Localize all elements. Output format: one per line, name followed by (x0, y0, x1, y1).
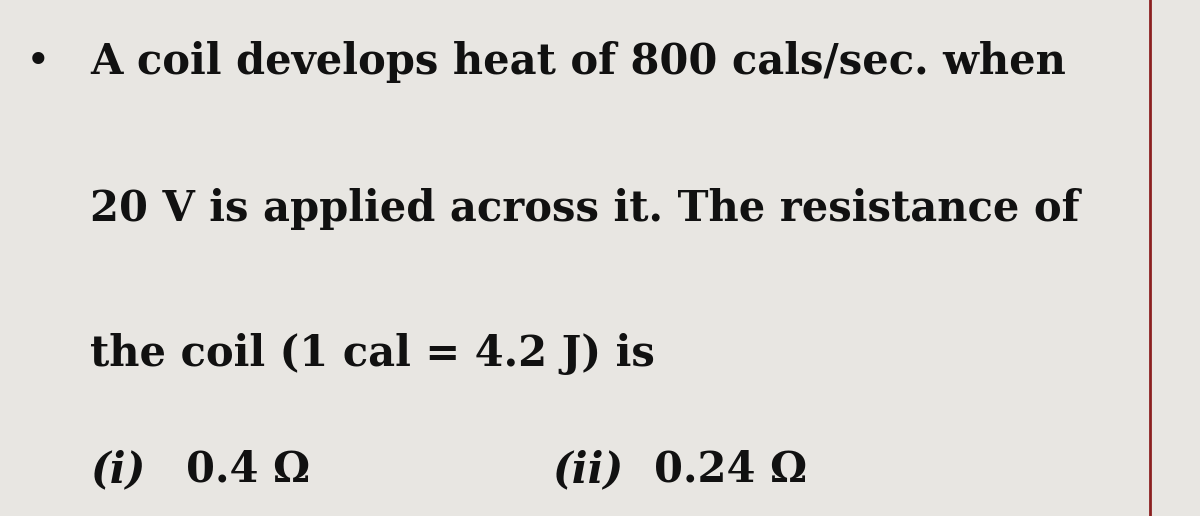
Text: 0.24 Ω: 0.24 Ω (654, 449, 808, 491)
Text: (i): (i) (90, 449, 145, 491)
Text: 20 V is applied across it. The resistance of: 20 V is applied across it. The resistanc… (90, 188, 1080, 230)
Text: 0.4 Ω: 0.4 Ω (186, 449, 310, 491)
Text: •: • (26, 41, 50, 83)
Text: (ii): (ii) (552, 449, 623, 491)
Text: A coil develops heat of 800 cals/sec. when: A coil develops heat of 800 cals/sec. wh… (90, 41, 1066, 83)
Text: the coil (1 cal = 4.2 J) is: the coil (1 cal = 4.2 J) is (90, 333, 655, 375)
